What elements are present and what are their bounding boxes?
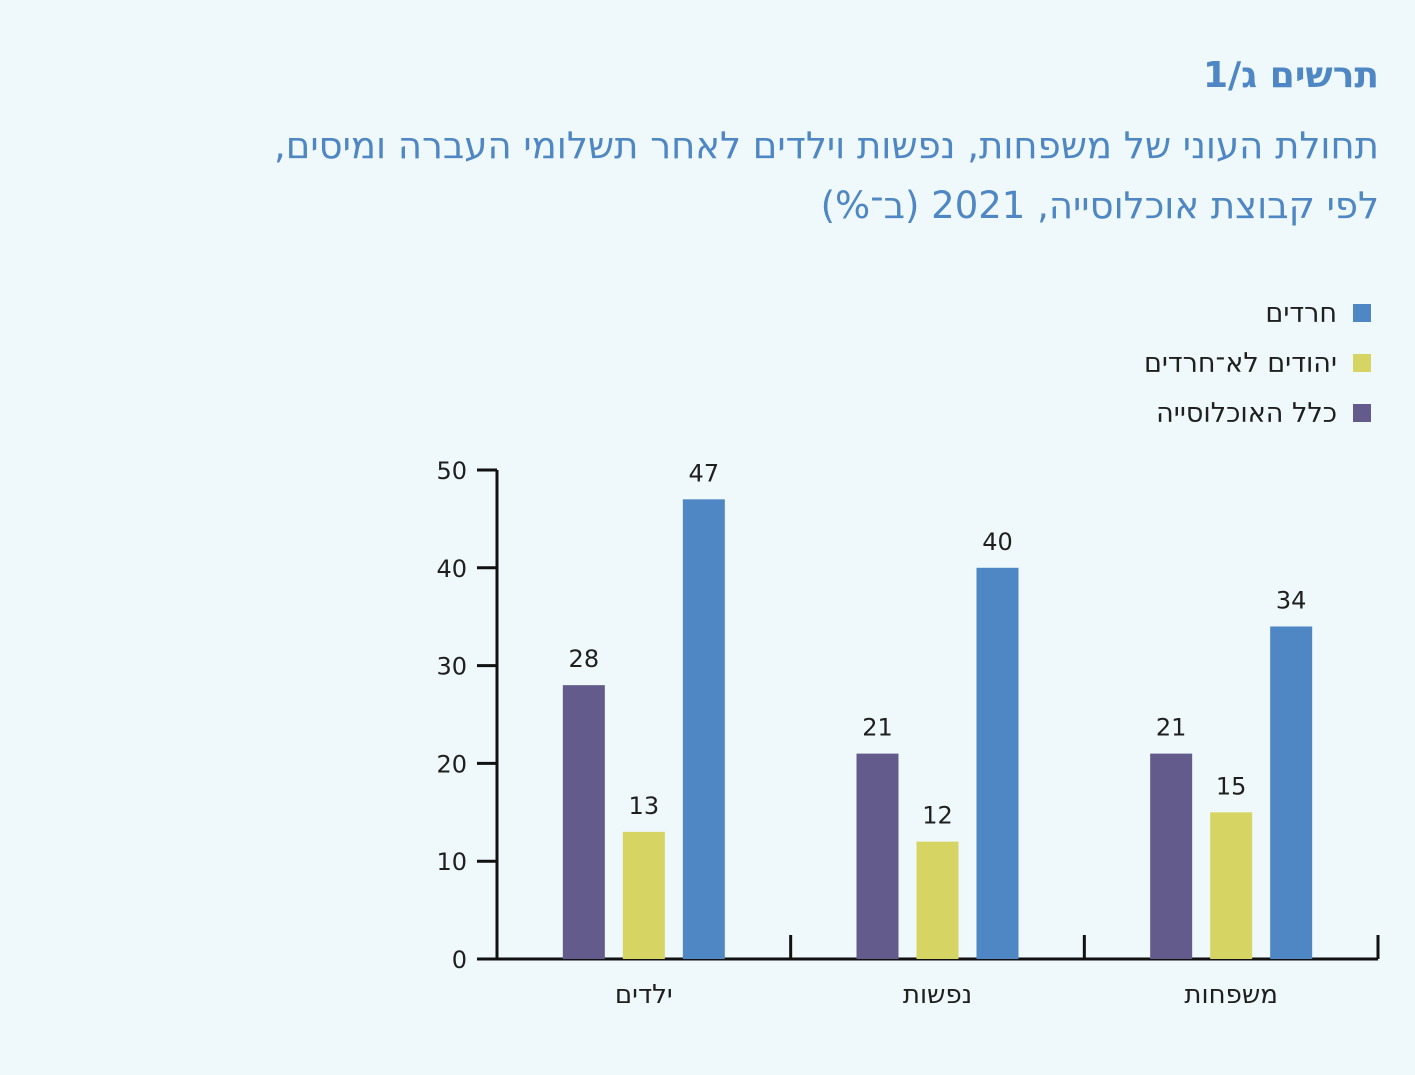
legend-label-haredim: חרדים bbox=[1265, 297, 1337, 329]
data-label: 15 bbox=[1216, 772, 1247, 800]
x-category-label: משפחות bbox=[1184, 980, 1277, 1010]
y-tick-label: 20 bbox=[436, 750, 467, 778]
bar bbox=[622, 831, 665, 959]
x-category-label: ילדים bbox=[615, 980, 673, 1010]
y-tick-label: 40 bbox=[436, 555, 467, 583]
y-tick-label: 30 bbox=[436, 653, 467, 681]
figure-title: תחולת העוני של משפחות, נפשות וילדים לאחר… bbox=[49, 116, 1379, 236]
legend-item-total-population: כלל האוכלוסייה bbox=[1144, 388, 1371, 438]
legend-label-total-population: כלל האוכלוסייה bbox=[1156, 397, 1337, 429]
data-label: 47 bbox=[689, 459, 720, 487]
bar bbox=[1210, 812, 1253, 959]
bar bbox=[856, 753, 899, 959]
data-label: 28 bbox=[569, 645, 600, 673]
chart-legend: חרדים יהודים לא־חרדים כלל האוכלוסייה bbox=[1144, 288, 1371, 438]
figure-title-line-2: לפי קבוצת אוכלוסייה, 2021 (ב־%) bbox=[820, 184, 1379, 227]
bar bbox=[562, 685, 605, 959]
chart-header: תרשים ג/1 תחולת העוני של משפחות, נפשות ו… bbox=[49, 50, 1379, 236]
legend-swatch-haredim bbox=[1353, 304, 1371, 322]
y-tick-label: 50 bbox=[436, 457, 467, 485]
data-label: 34 bbox=[1276, 586, 1307, 614]
bar bbox=[1270, 626, 1313, 959]
data-label: 13 bbox=[629, 792, 660, 820]
legend-swatch-non-haredi-jews bbox=[1353, 354, 1371, 372]
data-label: 21 bbox=[1156, 714, 1187, 742]
bar bbox=[682, 499, 725, 959]
legend-item-non-haredi-jews: יהודים לא־חרדים bbox=[1144, 338, 1371, 388]
data-label: 12 bbox=[922, 802, 953, 830]
data-label: 40 bbox=[982, 528, 1013, 556]
figure-label: תרשים ג/1 bbox=[1202, 55, 1379, 96]
bar bbox=[1150, 753, 1193, 959]
bar bbox=[976, 567, 1019, 959]
legend-label-non-haredi-jews: יהודים לא־חרדים bbox=[1143, 347, 1337, 379]
x-category-label: נפשות bbox=[903, 980, 972, 1010]
figure-title-line-1: תחולת העוני של משפחות, נפשות וילדים לאחר… bbox=[274, 124, 1379, 167]
bar bbox=[916, 841, 959, 959]
y-tick-label: 10 bbox=[436, 848, 467, 876]
legend-swatch-total-population bbox=[1353, 404, 1371, 422]
data-label: 21 bbox=[862, 714, 893, 742]
y-tick-label: 0 bbox=[452, 946, 467, 974]
legend-item-haredim: חרדים bbox=[1144, 288, 1371, 338]
